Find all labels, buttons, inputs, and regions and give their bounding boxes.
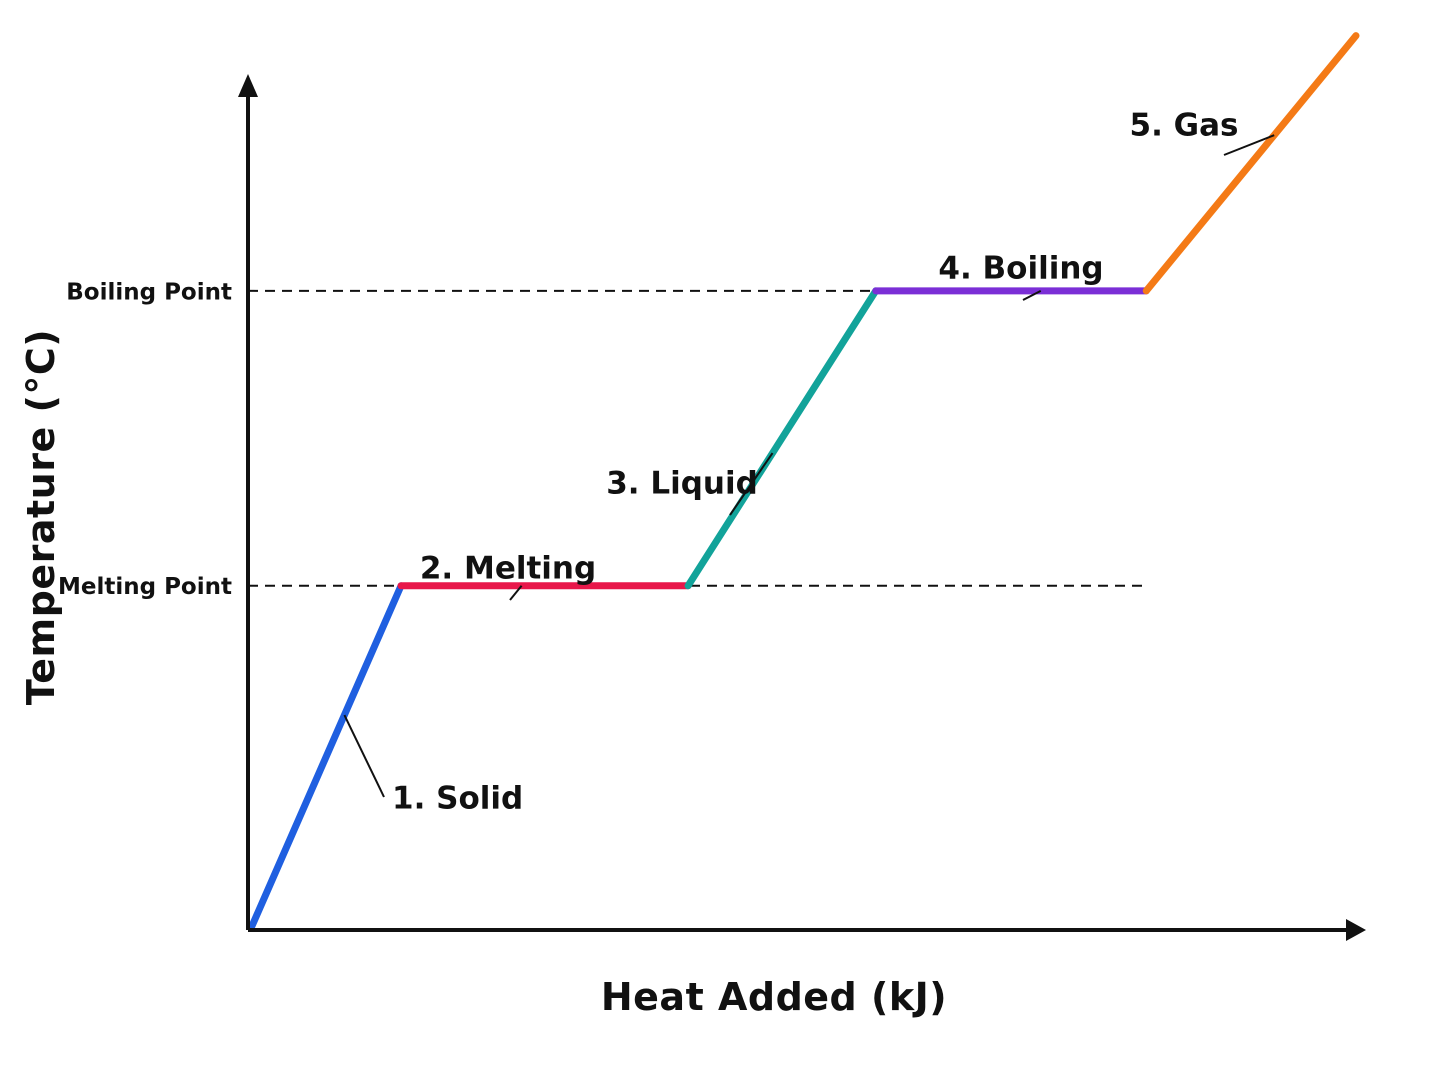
leader-line-liquid xyxy=(729,452,774,516)
reference-lines xyxy=(248,289,1145,587)
y-axis-arrowhead xyxy=(238,74,258,97)
x-axis-arrowhead xyxy=(1346,919,1366,941)
melting-point-label: Melting Point xyxy=(58,574,232,600)
leader-line-melting xyxy=(509,585,523,601)
phase-label-liquid: 3. Liquid xyxy=(606,466,758,502)
series-line-liquid xyxy=(684,287,880,590)
phase-label-boiling: 4. Boiling xyxy=(938,251,1103,287)
label-leaders xyxy=(343,134,1275,798)
x-axis-title: Heat Added (kJ) xyxy=(601,975,947,1019)
leader-line-boiling xyxy=(1022,289,1042,301)
phase-label-melting: 2. Melting xyxy=(420,551,596,587)
series-lines xyxy=(248,32,1360,930)
phase-label-gas: 5. Gas xyxy=(1130,108,1239,144)
y-axis-title: Temperature (°C) xyxy=(19,329,63,705)
leader-line-solid xyxy=(343,714,385,798)
leader-line-gas xyxy=(1223,134,1275,156)
boiling-point-label: Boiling Point xyxy=(66,279,232,305)
labels: Boiling Point Melting Point 1. Solid 2. Mel… xyxy=(58,108,1239,817)
series-line-gas xyxy=(1142,32,1360,295)
series-line-solid xyxy=(248,582,405,930)
phase-label-solid: 1. Solid xyxy=(392,781,523,817)
